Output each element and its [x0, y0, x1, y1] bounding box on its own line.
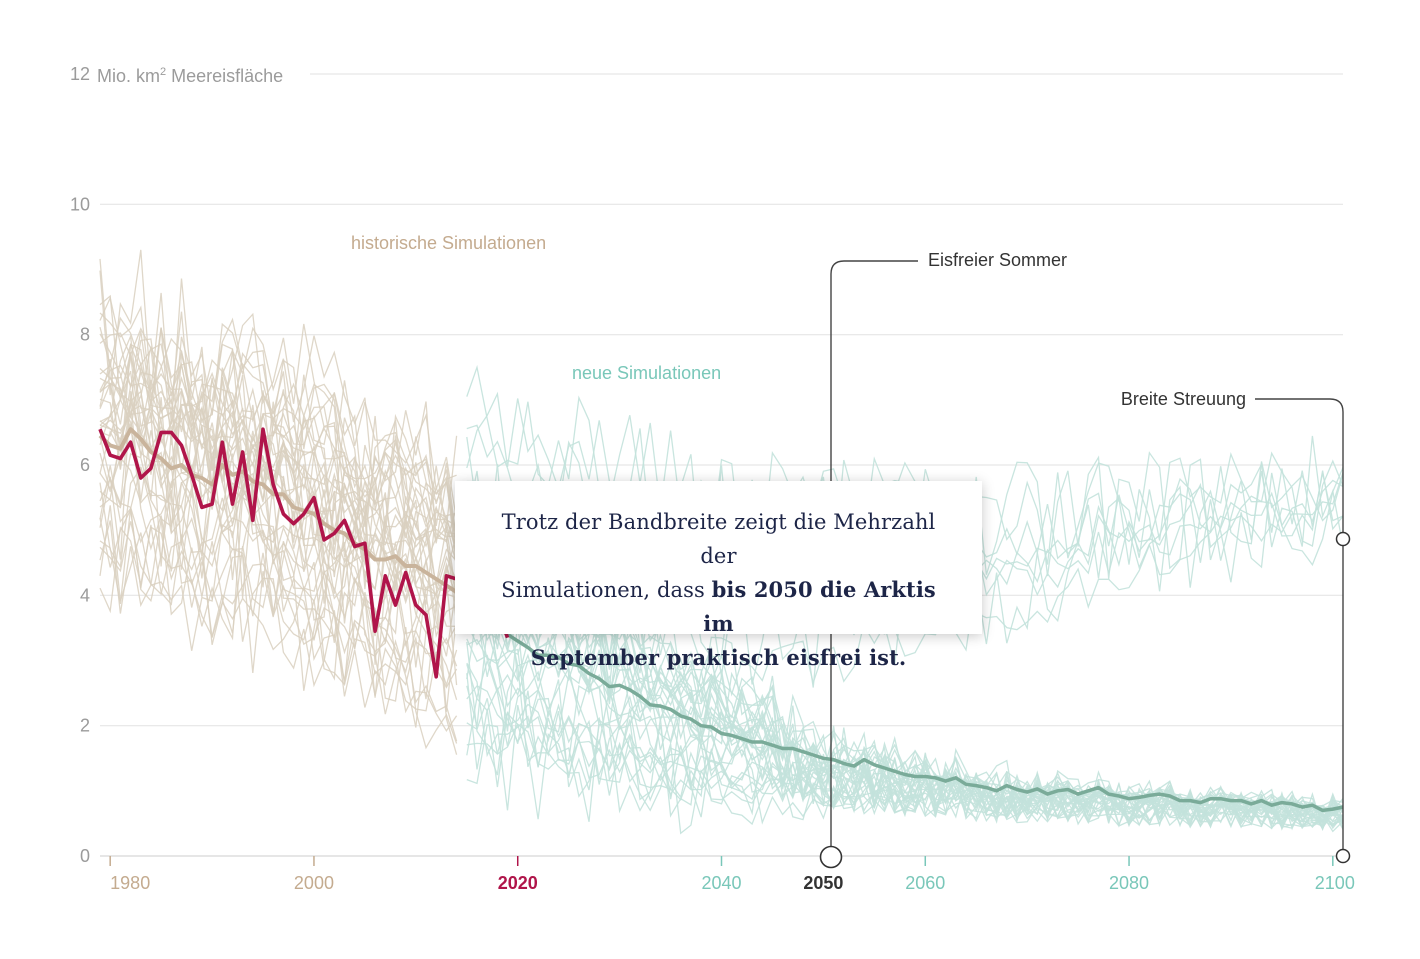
historical-simulations-label: historische Simulationen	[351, 233, 546, 253]
historical-simulation-line	[99, 476, 458, 686]
historical-simulation-line	[99, 402, 457, 627]
historical-simulation-line	[99, 361, 458, 605]
x-tick-label: 2000	[294, 873, 334, 893]
y-tick-label: 2	[80, 716, 90, 736]
spread-annotation: Breite Streuung	[1121, 389, 1351, 864]
y-axis-unit-label: Mio. km2 Meereisfläche	[97, 66, 283, 86]
historical-simulation-line	[99, 391, 458, 665]
new-simulation-line	[466, 533, 1344, 827]
callout-line-1: Trotz der Bandbreite zeigt die Mehrzahl …	[501, 510, 936, 568]
x-tick-label: 2040	[701, 873, 741, 893]
historical-simulation-line	[99, 507, 458, 733]
ice-free-marker	[819, 845, 843, 869]
x-tick-label: 2020	[498, 873, 538, 893]
new-simulation-line	[466, 591, 1344, 828]
y-tick-label: 4	[80, 585, 90, 605]
x-tick-label: 1980	[110, 873, 150, 893]
new-simulation-line	[466, 472, 1344, 705]
y-tick-label: 10	[70, 194, 90, 214]
historical-simulation-line	[99, 390, 458, 635]
x-tick-label: 2100	[1315, 873, 1355, 893]
historical-simulation-line	[99, 346, 458, 544]
y-axis-unit-superscript: 2	[160, 66, 166, 78]
new-simulation-line	[466, 515, 1344, 830]
historical-simulation-line	[99, 423, 458, 712]
spread-low-marker	[1335, 848, 1351, 864]
historical-simulation-line	[99, 364, 458, 554]
callout-line-2: Simulationen, dass bis 2050 die Arktis i…	[501, 577, 936, 636]
spread-high-marker	[1335, 531, 1351, 547]
historical-simulation-line	[99, 391, 458, 614]
key-finding-callout: Trotz der Bandbreite zeigt die Mehrzahl …	[455, 481, 982, 670]
spread-label: Breite Streuung	[1121, 389, 1246, 409]
x-tick-label: 2060	[905, 873, 945, 893]
historical-simulation-line	[99, 249, 458, 542]
x-tick-label: 2050	[803, 873, 843, 893]
mean-lines	[98, 427, 1344, 813]
y-tick-label: 0	[80, 846, 90, 866]
y-axis-ticks: 0 2 4 6 8 10 12	[70, 64, 90, 866]
new-simulations-label: neue Simulationen	[572, 363, 721, 383]
new-mean-line	[465, 600, 1344, 813]
historical-simulation-line	[99, 258, 458, 550]
x-tick-label: 2080	[1109, 873, 1149, 893]
y-tick-label: 12	[70, 64, 90, 84]
new-simulation-line	[466, 673, 1344, 829]
ice-free-annotation: Eisfreier Sommer	[819, 250, 1067, 869]
historical-simulation-line	[99, 342, 458, 547]
historical-simulation-line	[99, 507, 458, 712]
observed-line	[98, 427, 510, 679]
historical-simulation-line	[99, 333, 457, 605]
spread-connector	[1255, 398, 1344, 532]
new-simulation-line	[466, 705, 1344, 835]
historical-simulation-line	[99, 466, 458, 755]
new-simulations	[466, 364, 1344, 835]
historical-simulations	[99, 249, 458, 755]
y-tick-label: 8	[80, 325, 90, 345]
historical-simulation-line	[99, 526, 458, 750]
y-tick-label: 6	[80, 455, 90, 475]
ice-free-connector	[830, 260, 918, 848]
x-axis: 1980 2000 2020 2040 2050 2060 2080 2100	[100, 855, 1355, 893]
callout-line-3: September praktisch eisfrei ist.	[530, 645, 907, 670]
historical-simulation-line	[99, 404, 458, 586]
ice-free-label: Eisfreier Sommer	[928, 250, 1067, 270]
